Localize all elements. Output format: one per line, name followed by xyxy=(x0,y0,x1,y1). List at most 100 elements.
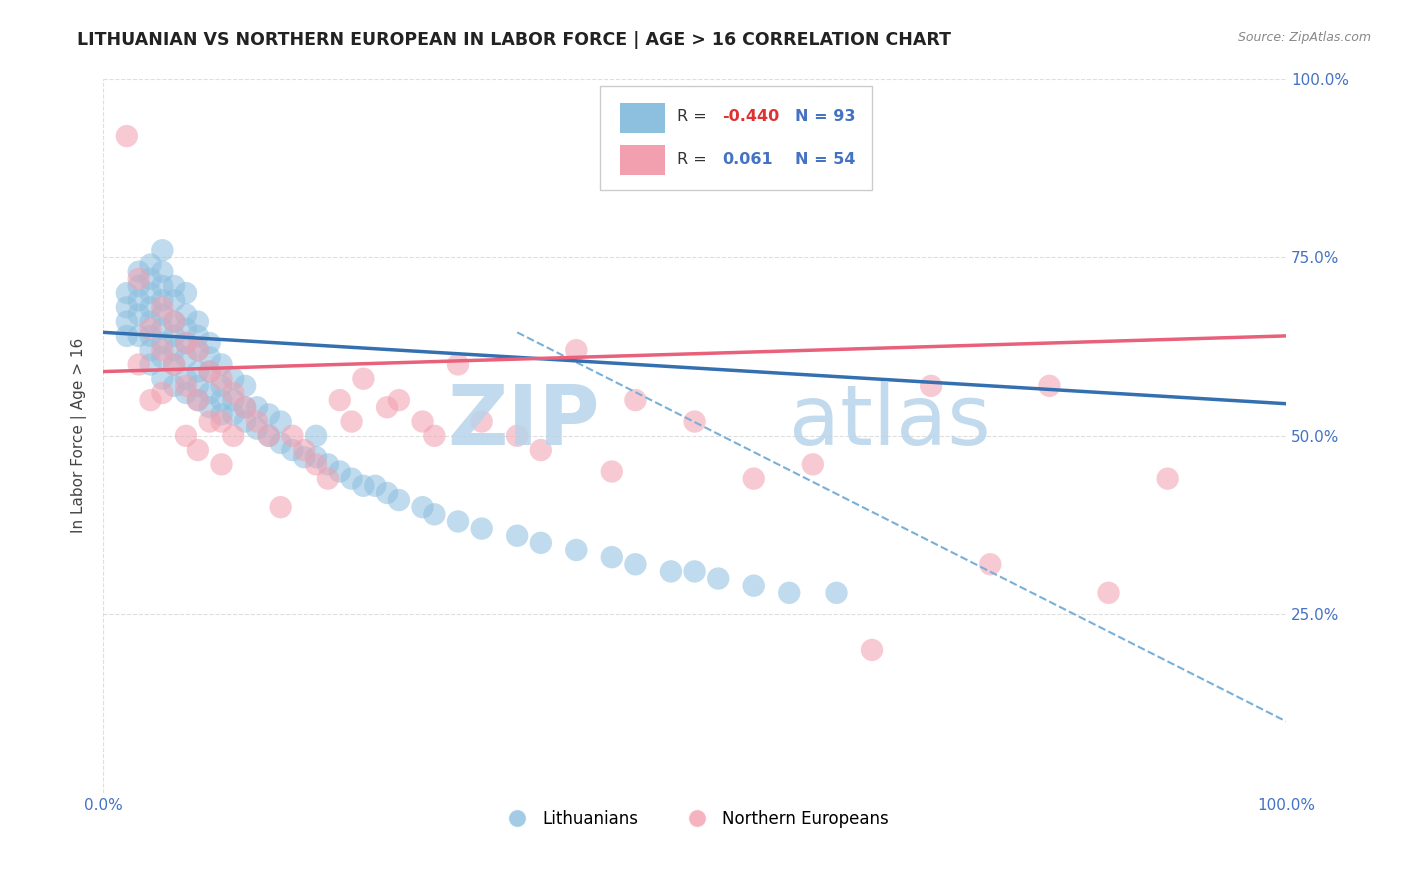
Point xyxy=(128,272,150,286)
Point xyxy=(128,329,150,343)
Point xyxy=(270,436,292,450)
Point xyxy=(222,372,245,386)
Text: 0.061: 0.061 xyxy=(721,153,772,167)
Point xyxy=(825,586,848,600)
Point xyxy=(187,343,209,358)
Point xyxy=(412,500,434,515)
Point xyxy=(139,315,162,329)
Point xyxy=(198,365,221,379)
Point xyxy=(329,465,352,479)
Point xyxy=(174,322,197,336)
Point xyxy=(187,393,209,408)
Point xyxy=(316,472,339,486)
Point xyxy=(778,586,800,600)
Point xyxy=(187,315,209,329)
Point xyxy=(150,301,173,315)
Point xyxy=(198,401,221,415)
Point xyxy=(246,415,269,429)
Point xyxy=(233,415,256,429)
Point xyxy=(211,372,233,386)
Point xyxy=(471,415,494,429)
Text: R =: R = xyxy=(676,110,711,124)
Point xyxy=(600,465,623,479)
Point xyxy=(187,393,209,408)
Point xyxy=(530,536,553,550)
Point xyxy=(683,565,706,579)
Point xyxy=(150,336,173,351)
Point xyxy=(128,265,150,279)
Point xyxy=(211,379,233,393)
Point xyxy=(742,472,765,486)
Point xyxy=(506,429,529,443)
Point xyxy=(340,415,363,429)
Point xyxy=(246,401,269,415)
Point xyxy=(707,572,730,586)
Text: N = 93: N = 93 xyxy=(796,110,856,124)
Point xyxy=(920,379,942,393)
Point xyxy=(174,336,197,351)
Point xyxy=(174,351,197,365)
Point xyxy=(150,279,173,293)
Point xyxy=(163,293,186,308)
Text: -0.440: -0.440 xyxy=(721,110,779,124)
Point xyxy=(211,415,233,429)
FancyBboxPatch shape xyxy=(620,145,665,176)
Point xyxy=(281,443,304,458)
Point xyxy=(115,129,138,144)
Point xyxy=(163,358,186,372)
Point xyxy=(742,579,765,593)
Point xyxy=(163,343,186,358)
Point xyxy=(211,393,233,408)
Point xyxy=(139,393,162,408)
Point xyxy=(388,493,411,508)
Point xyxy=(659,565,682,579)
Point xyxy=(163,329,186,343)
Text: ZIP: ZIP xyxy=(447,381,600,462)
Point xyxy=(150,293,173,308)
FancyBboxPatch shape xyxy=(620,103,665,133)
Point xyxy=(222,393,245,408)
Point xyxy=(270,415,292,429)
Point xyxy=(979,558,1001,572)
Point xyxy=(187,329,209,343)
Point xyxy=(305,450,328,465)
Point xyxy=(506,529,529,543)
Point xyxy=(187,365,209,379)
Point xyxy=(329,393,352,408)
Point xyxy=(600,550,623,565)
Point xyxy=(375,486,398,500)
Point xyxy=(1097,586,1119,600)
Point xyxy=(150,343,173,358)
Point xyxy=(128,293,150,308)
Point xyxy=(139,343,162,358)
Point xyxy=(257,429,280,443)
Point xyxy=(222,386,245,401)
Point xyxy=(115,301,138,315)
Point xyxy=(198,365,221,379)
Point xyxy=(139,301,162,315)
Point xyxy=(163,315,186,329)
Point xyxy=(128,279,150,293)
Point xyxy=(174,386,197,401)
Point xyxy=(174,308,197,322)
Point xyxy=(187,379,209,393)
Text: atlas: atlas xyxy=(789,381,991,462)
Point xyxy=(163,379,186,393)
Point xyxy=(801,458,824,472)
Point xyxy=(388,393,411,408)
Text: R =: R = xyxy=(676,153,711,167)
Point xyxy=(233,401,256,415)
Point xyxy=(139,272,162,286)
Point xyxy=(139,322,162,336)
Point xyxy=(150,386,173,401)
Point xyxy=(211,358,233,372)
Point xyxy=(530,443,553,458)
Point xyxy=(187,443,209,458)
Point xyxy=(447,358,470,372)
Point xyxy=(198,415,221,429)
Point xyxy=(222,408,245,422)
Point xyxy=(364,479,387,493)
Point xyxy=(257,408,280,422)
Point xyxy=(246,422,269,436)
Point xyxy=(257,429,280,443)
